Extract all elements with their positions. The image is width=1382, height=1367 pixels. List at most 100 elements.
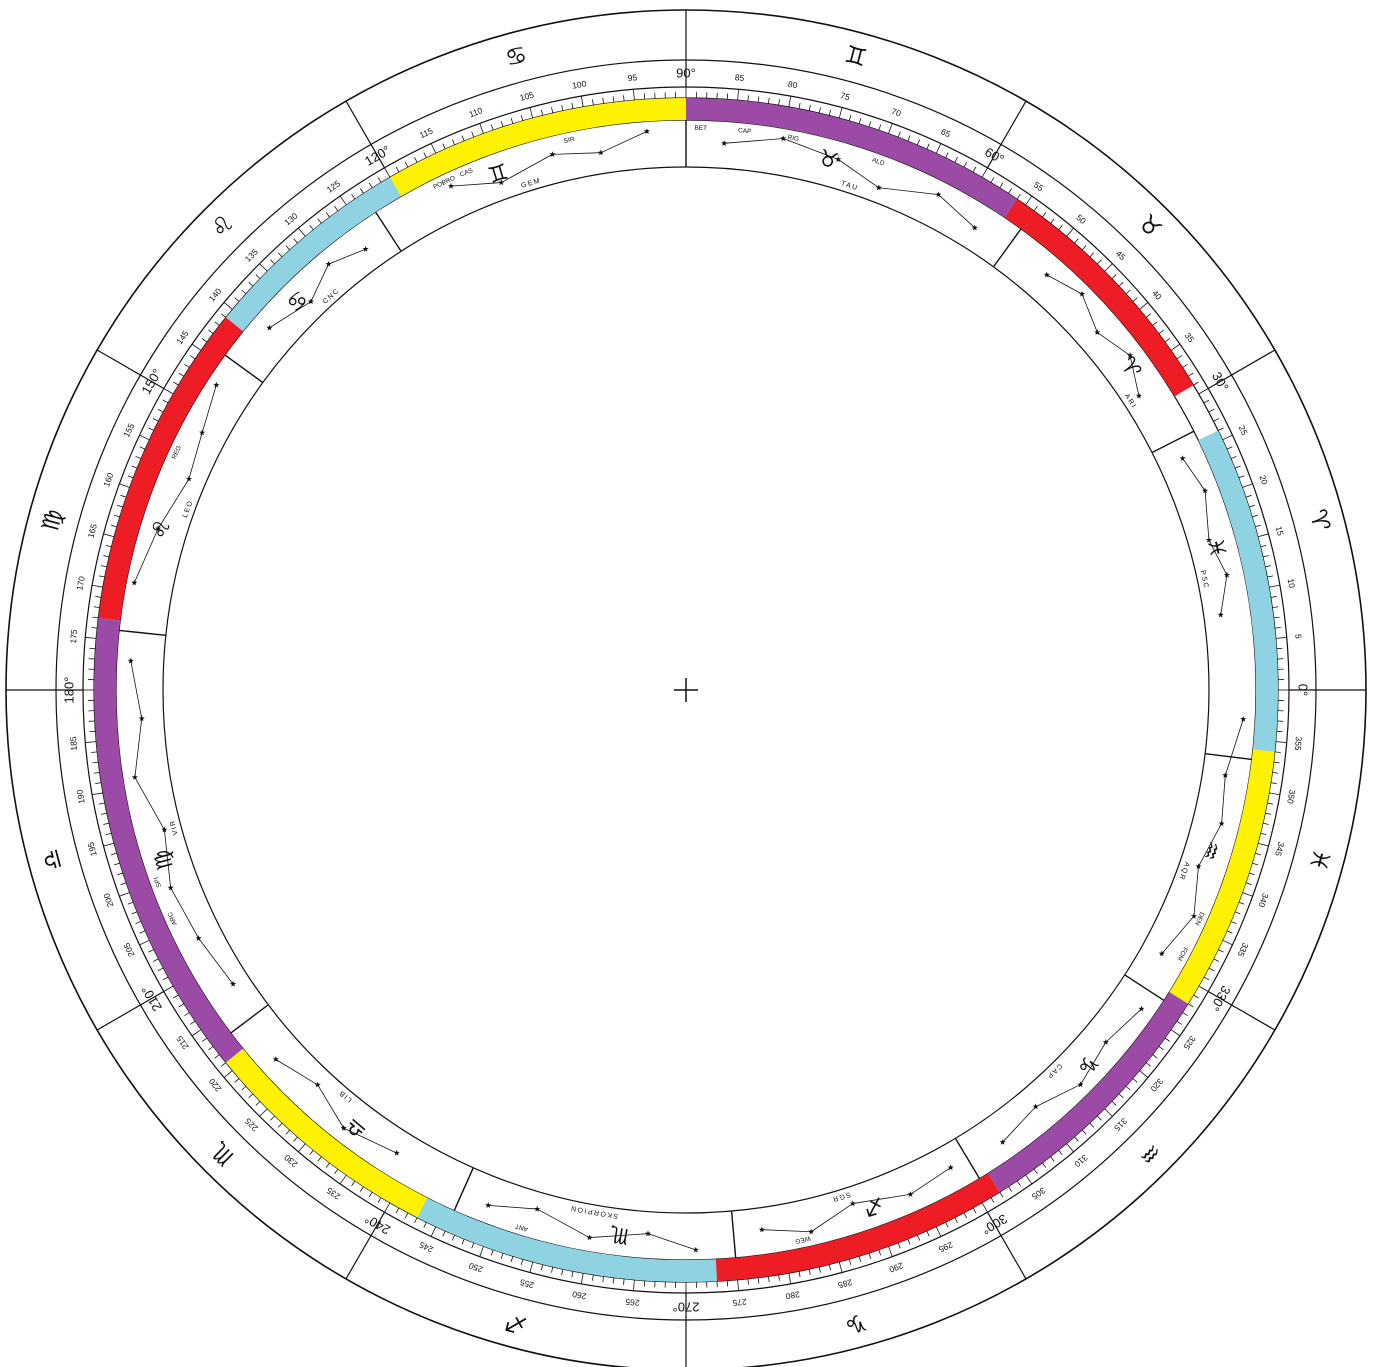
degree-tick xyxy=(241,1085,247,1091)
degree-tick xyxy=(259,1108,268,1117)
degree-tick xyxy=(1033,1168,1038,1175)
degree-tick xyxy=(377,1197,382,1203)
band-segment-red xyxy=(98,317,244,621)
star-link xyxy=(647,1233,696,1251)
degree-tick xyxy=(103,555,110,558)
degree-tick xyxy=(127,901,134,905)
degree-tick xyxy=(926,143,930,150)
degree-label: 275 xyxy=(732,1297,747,1308)
star-mark xyxy=(1223,571,1230,578)
degree-tick xyxy=(359,1186,364,1192)
degree-label: 155 xyxy=(121,421,136,438)
degree-tick xyxy=(1066,1143,1074,1153)
degree-tick xyxy=(858,1256,862,1262)
degree-tick xyxy=(334,1168,339,1175)
star-mark xyxy=(131,774,138,780)
star-mark xyxy=(534,1205,541,1212)
degree-tick xyxy=(377,177,382,183)
degree-tick xyxy=(384,167,391,178)
degree-tick xyxy=(234,297,240,302)
star-mark xyxy=(1135,392,1142,399)
degree-tick xyxy=(878,1249,882,1256)
star-mark xyxy=(586,1234,593,1241)
degree-tick xyxy=(214,321,220,326)
degree-label: 25 xyxy=(1237,424,1250,437)
degree-tick xyxy=(1274,751,1281,753)
degree-tick xyxy=(221,313,227,318)
degree-tick xyxy=(926,1230,930,1237)
degree-tick xyxy=(818,107,821,114)
star-mark xyxy=(1195,863,1202,869)
star-label: REG xyxy=(171,445,183,461)
degree-tick xyxy=(479,1246,484,1257)
degree-tick xyxy=(1203,976,1210,981)
degree-tick xyxy=(92,792,104,796)
degree-tick xyxy=(1198,388,1209,395)
star-mark xyxy=(199,429,206,436)
degree-tick xyxy=(1041,1162,1047,1168)
degree-tick xyxy=(105,544,112,548)
degree-tick xyxy=(848,115,852,122)
degree-tick xyxy=(963,1212,968,1219)
star-link xyxy=(1046,274,1083,295)
degree-tick xyxy=(888,123,893,134)
degree-tick xyxy=(255,1100,261,1106)
degree-tick xyxy=(981,1202,988,1213)
degree-tick xyxy=(818,1266,821,1273)
degree-tick xyxy=(1187,1003,1194,1008)
degree-tick xyxy=(111,524,118,528)
degree-tick xyxy=(1089,1122,1095,1128)
star-mark xyxy=(1217,611,1224,618)
degree-tick xyxy=(162,976,169,981)
zodiac-sign-icon: ♏ xyxy=(205,1136,240,1171)
degree-tick xyxy=(1238,475,1245,479)
degree-tick xyxy=(208,329,214,335)
degree-tick xyxy=(1260,544,1267,548)
degree-tick xyxy=(1275,741,1287,743)
degree-tick xyxy=(414,156,418,163)
star-link xyxy=(1002,1106,1036,1143)
degree-label: 200 xyxy=(101,892,115,909)
degree-tick xyxy=(91,627,98,629)
degree-tick xyxy=(935,1226,942,1237)
degree-label: 145 xyxy=(174,328,190,346)
degree-tick xyxy=(828,1264,832,1271)
degree-tick xyxy=(540,109,544,116)
degree-label: 335 xyxy=(1236,941,1251,958)
star-mark xyxy=(155,525,162,532)
degree-tick xyxy=(1234,911,1241,915)
degree-tick xyxy=(85,741,97,743)
degree-tick xyxy=(131,465,138,469)
star-label: DEN xyxy=(1193,911,1205,927)
degree-tick xyxy=(1058,1149,1063,1155)
star-mark xyxy=(1077,1081,1084,1088)
degree-tick xyxy=(1164,1037,1171,1042)
degree-tick xyxy=(178,372,185,377)
constellation-figure-icon: ♉ xyxy=(815,145,841,175)
degree-tick xyxy=(990,177,995,183)
star-link xyxy=(1198,823,1222,867)
degree-ticks xyxy=(6,10,1366,1367)
constellation-figure-icon: ♑ xyxy=(1071,1048,1103,1080)
degree-label: 295 xyxy=(937,1240,954,1255)
degree-tick xyxy=(1058,225,1063,231)
star-mark xyxy=(1218,820,1225,827)
degree-tick xyxy=(1226,446,1233,450)
degree-tick xyxy=(580,1272,584,1284)
star-mark xyxy=(195,935,202,941)
zodiac-sign-icon: ♓ xyxy=(1303,846,1336,874)
degree-tick xyxy=(602,1276,605,1283)
degree-tick xyxy=(838,1261,843,1273)
star-mark xyxy=(758,1226,765,1233)
zodiac-sign-icon: ♑ xyxy=(842,1307,870,1340)
degree-label: 205 xyxy=(121,941,136,958)
star-link xyxy=(488,1204,538,1210)
degree-tick xyxy=(1222,939,1233,946)
star-mark xyxy=(835,156,842,162)
center-cross xyxy=(674,678,698,702)
degree-label: 130 xyxy=(282,211,300,228)
degree-label: 20 xyxy=(1257,474,1270,487)
star-link xyxy=(600,131,648,154)
degree-label: 260 xyxy=(571,1289,587,1301)
star-mark xyxy=(325,260,332,267)
